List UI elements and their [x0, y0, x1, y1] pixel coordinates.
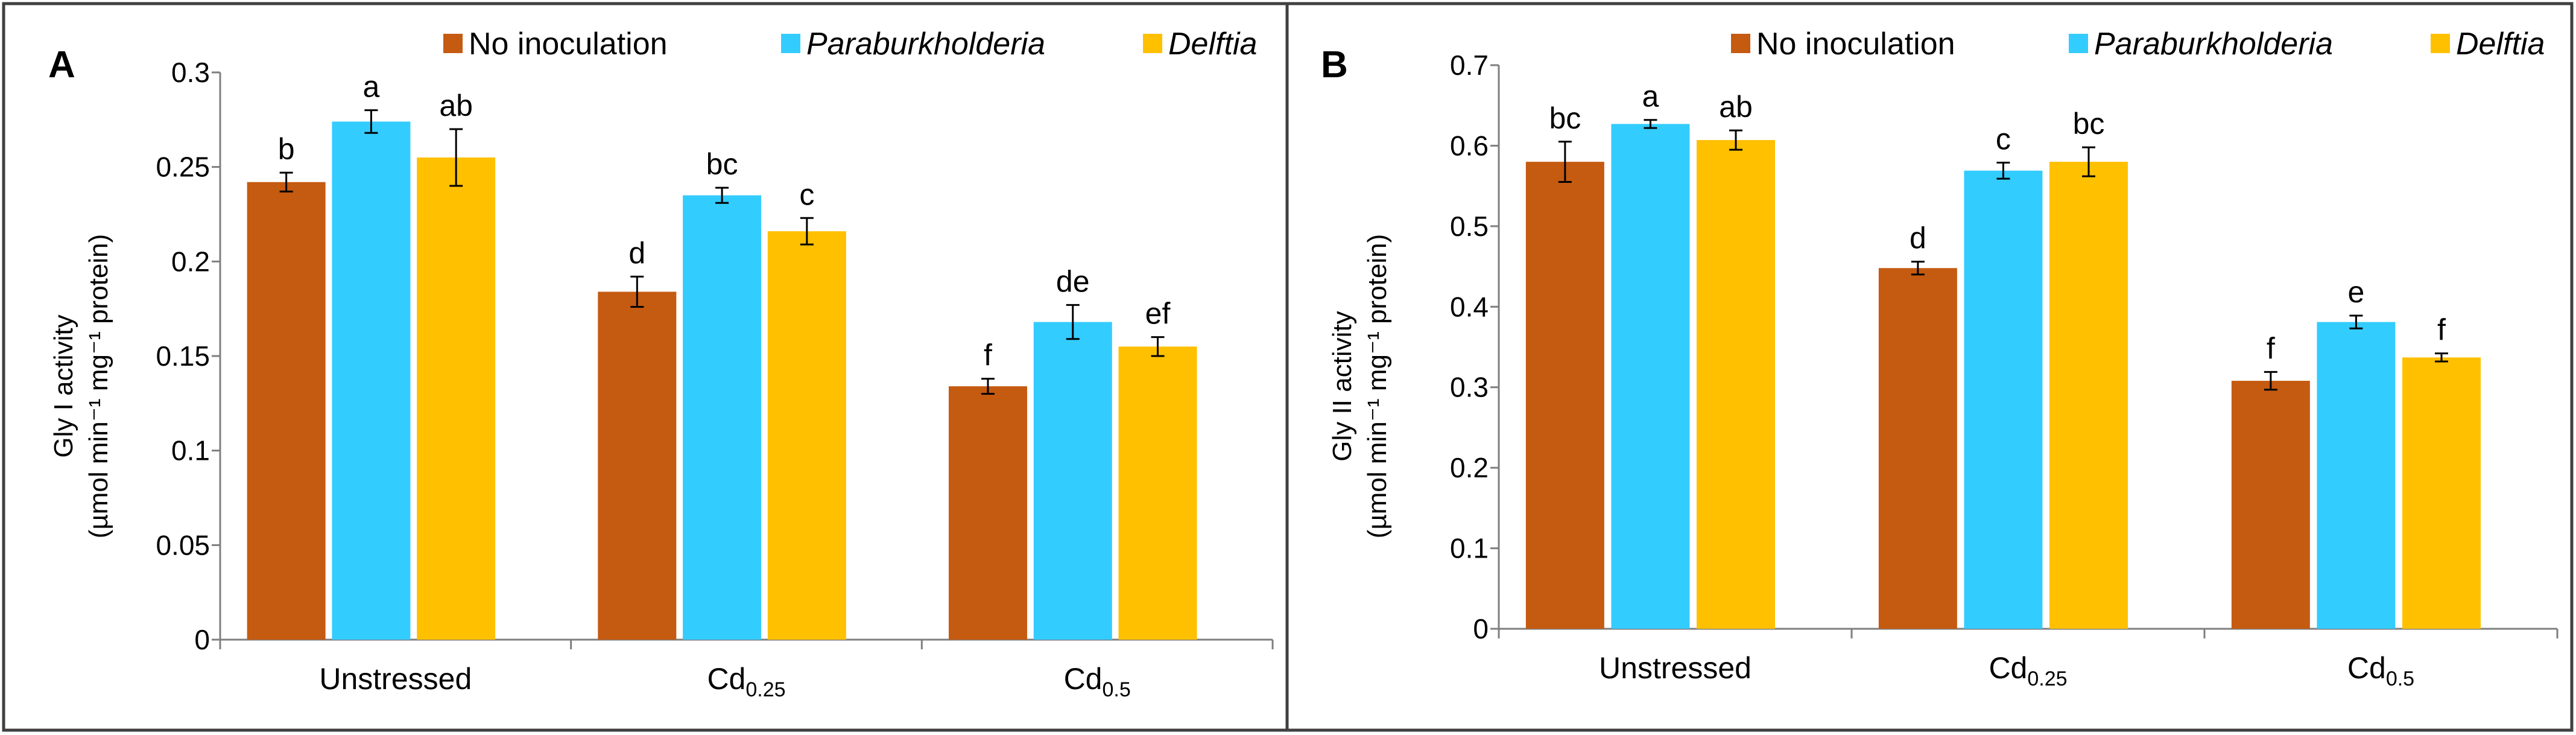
panel-b-bar-no_inoculation [1525, 162, 1604, 629]
panel-a-bar-no_inoculation [247, 182, 326, 640]
panel-a-significance-letter: d [628, 236, 645, 270]
panel-b-legend-swatch [2431, 34, 2450, 53]
panel-a-bar-paraburkholderia [683, 195, 762, 640]
panel-b-legend-swatch [1731, 34, 1750, 53]
panel-b-ytick-label: 0.5 [1450, 211, 1489, 242]
panel-b: B Gly II activity (µmol min⁻¹ mg⁻¹ prote… [1321, 27, 2559, 690]
panel-a-ytick-label: 0 [194, 624, 210, 655]
panel-a-legend-swatch [1143, 34, 1162, 53]
panel-a-significance-letter: f [984, 339, 992, 372]
panel-b-significance-letter: e [2348, 275, 2365, 309]
panel-b-ytick-label: 0.1 [1450, 533, 1489, 564]
panel-a-ytick-label: 0.05 [156, 529, 210, 561]
panel-a-legend-label: Delftia [1168, 27, 1257, 62]
panel-a-bar-paraburkholderia [1033, 322, 1112, 640]
panel-b-bar-delftia [2402, 357, 2481, 629]
panel-b-ylabel-line2: (µmol min⁻¹ mg⁻¹ protein) [1362, 234, 1392, 539]
panel-a-ytick-label: 0.1 [171, 435, 210, 466]
panel-a-legend-label: Paraburkholderia [806, 27, 1045, 62]
panel-b-ytick-label: 0 [1473, 613, 1489, 644]
panel-b-significance-letter: f [2267, 331, 2275, 365]
panel-a-significance-letter: ab [439, 89, 473, 122]
panel-b-significance-letter: bc [1549, 101, 1581, 135]
panel-b-ytick-label: 0.6 [1450, 130, 1489, 161]
panel-b-chart: 0 0.1 0.2 0.3 0.4 0.5 0.6 0.7 Unstressed Cd0.25 Cd… [1450, 49, 2559, 690]
panel-a-significance-letter: b [278, 132, 295, 166]
panel-b-ytick-label: 0.4 [1450, 291, 1489, 322]
panel-a-bar-delftia [767, 231, 846, 640]
panel-b-legend-label: No inoculation [1756, 27, 1955, 62]
panel-b-border [1285, 2, 2574, 732]
panel-b-legend-label: Paraburkholderia [2094, 27, 2333, 62]
panel-b-bar-no_inoculation [1878, 268, 1957, 629]
panel-a-bar-delftia [1118, 346, 1197, 640]
panel-a-legend-swatch [781, 34, 800, 53]
panel-a-significance-letter: de [1056, 264, 1090, 298]
panel-a-letter: A [48, 44, 75, 86]
panel-a-ytick-label: 0.15 [156, 340, 210, 372]
panel-a-ylabel-line1: Gly I activity [49, 314, 78, 457]
panel-b-significance-letter: c [1996, 122, 2011, 156]
panel-a-legend-swatch [443, 34, 463, 53]
panel-b-significance-letter: bc [2073, 107, 2105, 141]
panel-b-bar-delftia [2049, 162, 2128, 629]
panel-b-bar-paraburkholderia [1964, 170, 2043, 629]
panel-b-bar-no_inoculation [2231, 381, 2310, 629]
panel-a-ytick-label: 0.2 [171, 246, 210, 277]
panel-a-significance-letter: c [799, 177, 814, 211]
panel-b-category-label: Cd0.5 [2347, 651, 2414, 690]
panel-b-ytick-label: 0.2 [1450, 452, 1489, 483]
panel-a-legend-label: No inoculation [469, 27, 668, 62]
panel-b-ytick-label: 0.3 [1450, 372, 1489, 403]
panel-a-bar-delftia [417, 158, 496, 640]
panel-b-bar-delftia [1696, 140, 1775, 629]
panel-b-ylabel-line1: Gly II activity [1328, 311, 1357, 461]
panel-a-bar-no_inoculation [948, 386, 1027, 640]
panel-b-legend: No inoculation Paraburkholderia Delftia [1731, 27, 2545, 62]
panel-b-significance-letter: a [1642, 80, 1659, 113]
panel-a-ytick-label: 0.25 [156, 151, 210, 183]
panel-a-category-label: Cd0.5 [1064, 662, 1131, 701]
panel-a-legend: No inoculation Paraburkholderia Delftia [443, 27, 1257, 62]
panel-b-significance-letter: ab [1719, 90, 1753, 124]
panel-b-bar-paraburkholderia [2317, 322, 2396, 629]
panel-a-significance-letter: bc [706, 147, 738, 181]
panel-b-significance-letter: f [2437, 313, 2446, 347]
panel-b-significance-letter: d [1910, 221, 1926, 255]
panel-a-ytick-label: 0.3 [171, 57, 210, 88]
panel-a-significance-letter: a [363, 70, 380, 104]
panel-a: A Gly I activity (µmol min⁻¹ mg⁻¹ protei… [48, 27, 1274, 701]
panel-b-bar-paraburkholderia [1611, 124, 1690, 629]
panel-b-legend-swatch [2069, 34, 2088, 53]
panel-b-ytick-label: 0.7 [1450, 49, 1489, 81]
panel-a-category-label: Unstressed [319, 662, 472, 696]
panel-b-category-label: Unstressed [1599, 651, 1752, 685]
panel-a-category-label: Cd0.25 [707, 662, 785, 701]
panel-b-category-label: Cd0.25 [1989, 651, 2067, 690]
panel-a-chart: 0 0.05 0.1 0.15 0.2 0.25 0.3 Unstressed Cd0.25 Cd… [156, 57, 1274, 701]
panel-a-bar-paraburkholderia [332, 121, 411, 640]
panel-b-letter: B [1321, 44, 1348, 86]
panel-a-bar-no_inoculation [598, 291, 677, 640]
panel-a-ylabel-line2: (µmol min⁻¹ mg⁻¹ protein) [84, 234, 113, 539]
panel-b-legend-label: Delftia [2456, 27, 2545, 62]
panel-a-significance-letter: ef [1145, 297, 1171, 331]
